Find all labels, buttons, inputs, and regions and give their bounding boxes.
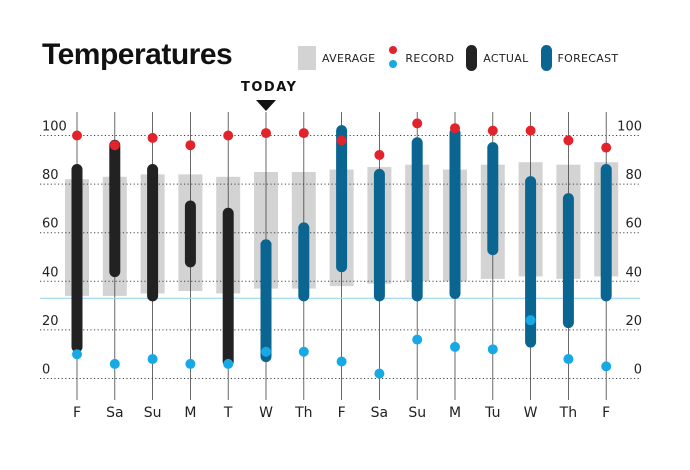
legend-item-record: RECORD [387,46,454,70]
legend-label-average: AVERAGE [322,51,376,65]
x-tick-label: M [449,405,461,421]
record-swatch [387,46,399,70]
record-high-dot [336,135,347,146]
record-low-dot [185,358,196,369]
record-low-dot [563,354,574,365]
record-high-dot [261,128,271,139]
forecast-bar [600,164,612,302]
record-high-dot [374,149,385,160]
y-tick-label-left: 40 [42,265,59,280]
legend-item-actual: ACTUAL [466,45,528,71]
y-tick-label-right: 0 [634,363,642,378]
forecast-bar [260,239,272,363]
record-low-dot [109,358,120,369]
x-tick-label: F [73,405,81,421]
forecast-bar [487,142,499,256]
forecast-bar [298,222,310,302]
record-high-dot [109,140,120,151]
legend-item-average: AVERAGE [298,46,375,70]
record-high-dot [72,130,82,141]
record-high-dot [147,132,158,143]
x-tick-label: Th [559,405,577,421]
record-low-dot [336,356,347,367]
legend-label-forecast: FORECAST [557,51,619,65]
y-tick-label-left: 0 [42,363,50,378]
y-tick-label-left: 20 [42,314,59,329]
y-tick-label-left: 100 [42,120,67,135]
x-tick-label: M [184,405,196,421]
x-tick-label: W [524,405,538,421]
record-low-dot [147,354,158,365]
x-tick-label: Sa [106,405,123,421]
y-tick-label-right: 100 [617,120,642,135]
chart-title: Temperatures [42,38,233,71]
y-tick-label-right: 80 [625,168,642,183]
forecast-swatch [540,45,552,71]
record-high-dot [450,123,460,134]
record-low-dot [374,368,385,379]
record-low-dot [298,346,309,357]
legend-label-record: RECORD [405,51,455,65]
forecast-bar [336,125,348,273]
x-tick-label: F [338,405,346,421]
record-low-dot [412,334,423,345]
record-high-dot [487,125,498,136]
record-low-dot [525,315,536,326]
y-tick-label-right: 60 [625,217,642,232]
y-tick-label-left: 60 [42,217,59,232]
forecast-bar [449,127,461,299]
record-low-dot [450,341,460,352]
forecast-bar [411,137,423,302]
record-low-dot [223,358,234,369]
today-marker-icon [256,100,276,111]
record-low-dot [601,361,612,372]
x-tick-label: W [259,405,273,421]
x-tick-label: Th [294,405,312,421]
actual-swatch [466,45,478,71]
x-tick-label: F [602,405,610,421]
record-high-dot [298,128,309,139]
legend-label-actual: ACTUAL [483,51,529,65]
record-low-dot [72,349,82,360]
record-high-dot [563,135,574,146]
record-high-dot [412,118,423,129]
y-tick-label-right: 20 [625,314,642,329]
y-tick-label-right: 40 [625,265,642,280]
record-high-dot [601,142,612,153]
y-tick-label-left: 80 [42,168,59,183]
actual-bar [109,139,121,278]
forecast-bar [373,168,385,302]
forecast-bar [525,176,537,348]
legend-item-forecast: FORECAST [540,45,619,71]
legend: AVERAGE RECORD ACTUAL FORECAST [298,45,630,71]
actual-bar [147,164,159,302]
record-low-dot [487,344,498,355]
x-tick-label: Sa [371,405,388,421]
today-label: TODAY [241,80,298,95]
x-tick-label: T [223,405,233,421]
record-low-dot [261,346,271,357]
forecast-bar [562,193,574,329]
x-tick-label: Su [144,405,162,421]
record-high-dot [223,130,234,141]
actual-bar [222,207,234,367]
actual-bar [71,164,83,353]
actual-bar [184,200,196,268]
x-tick-label: Su [408,405,426,421]
average-swatch [298,46,316,70]
record-high-dot [525,125,536,136]
record-high-dot [185,140,196,151]
x-tick-label: Tu [484,405,500,421]
